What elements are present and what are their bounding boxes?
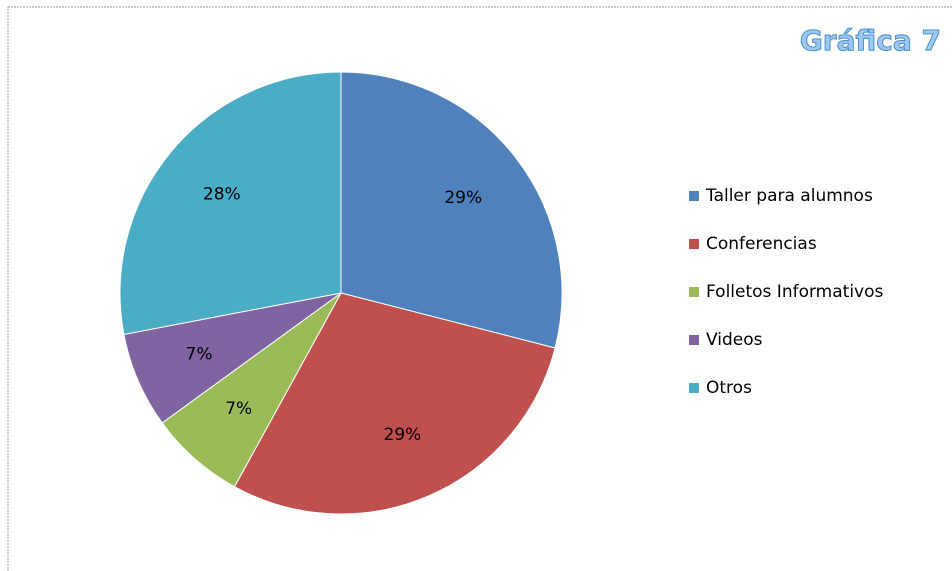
legend-label: Otros [706, 378, 752, 398]
legend-label: Conferencias [706, 234, 817, 254]
pie-slice [340, 71, 563, 349]
legend-label: Folletos Informativos [706, 282, 883, 302]
frame [7, 6, 952, 571]
legend-label: Videos [706, 330, 763, 350]
data-label: 29% [444, 188, 482, 208]
data-label: 28% [203, 184, 241, 204]
legend-swatch [689, 383, 699, 393]
data-label: 7% [186, 344, 213, 364]
legend-swatch [689, 239, 699, 249]
data-label: 29% [384, 425, 422, 445]
legend-swatch [689, 191, 699, 201]
pie-slice [233, 292, 556, 515]
pie-slice [119, 71, 342, 335]
data-label: 7% [225, 399, 252, 419]
legend-label: Taller para alumnos [705, 186, 873, 206]
legend-swatch [689, 287, 699, 297]
chart-title: Gráfica 7 [800, 24, 941, 57]
legend-swatch [689, 335, 699, 345]
